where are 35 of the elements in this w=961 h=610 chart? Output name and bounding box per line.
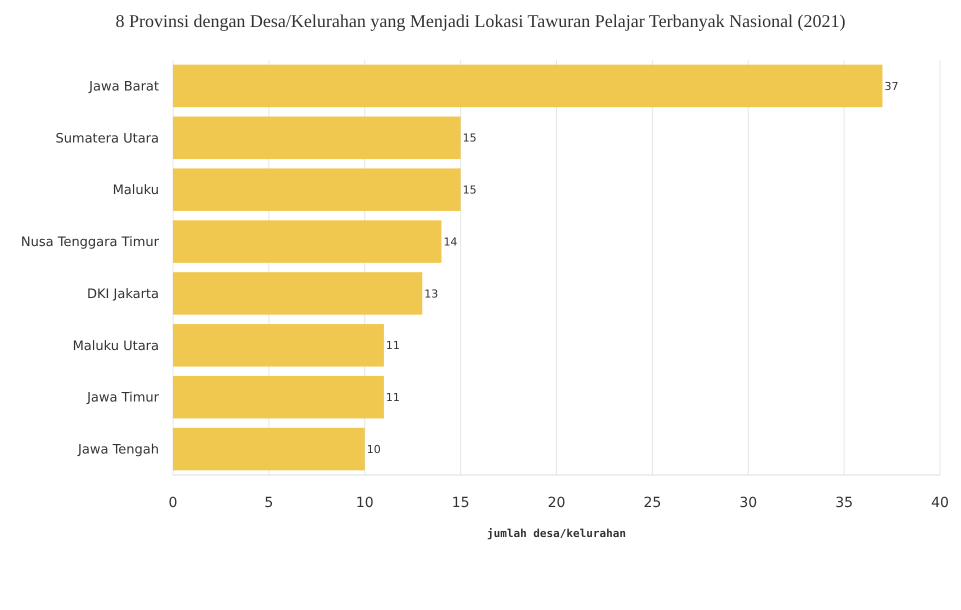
data-label: 15 bbox=[462, 132, 477, 145]
y-tick-label: Jawa Barat bbox=[88, 79, 159, 94]
x-axis-title: jumlah desa/kelurahan bbox=[486, 527, 626, 540]
data-label: 11 bbox=[386, 391, 400, 404]
data-label: 15 bbox=[462, 184, 477, 197]
x-tick-label: 30 bbox=[739, 495, 758, 511]
y-tick-label: Jawa Timur bbox=[86, 390, 160, 406]
data-label: 10 bbox=[366, 442, 381, 456]
data-label: 37 bbox=[884, 80, 898, 93]
y-tick-label: Maluku Utara bbox=[72, 338, 159, 354]
bar bbox=[173, 376, 384, 418]
y-tick-label: Nusa Tenggara Timur bbox=[20, 235, 160, 250]
bar bbox=[173, 324, 384, 367]
bar bbox=[173, 168, 461, 211]
x-tick-label: 5 bbox=[264, 495, 274, 511]
x-tick-label: 25 bbox=[643, 495, 662, 511]
x-tick-label: 35 bbox=[835, 495, 854, 511]
data-label: 13 bbox=[424, 287, 438, 300]
bar bbox=[173, 116, 461, 160]
x-tick-label: 0 bbox=[168, 495, 178, 511]
chart-title: 8 Provinsi dengan Desa/Kelurahan yang Menjadi Lokasi Tawuran Pelajar Terbanyak Nasional (2021) bbox=[115, 11, 846, 31]
y-tick-label: Maluku bbox=[112, 183, 159, 198]
y-tick-label: DKI Jakarta bbox=[87, 286, 159, 302]
x-tick-label: 15 bbox=[452, 495, 470, 511]
x-tick-label: 10 bbox=[356, 495, 374, 511]
bar bbox=[173, 428, 365, 470]
bar bbox=[173, 272, 422, 315]
x-tick-label: 40 bbox=[931, 495, 949, 511]
x-tick-label: 20 bbox=[548, 495, 566, 511]
data-label: 11 bbox=[386, 339, 400, 352]
bar bbox=[173, 220, 442, 263]
y-tick-label: Jawa Tengah bbox=[77, 442, 159, 458]
y-tick-label: Sumatera Utara bbox=[55, 131, 159, 146]
bar bbox=[173, 64, 882, 108]
data-label: 14 bbox=[443, 235, 458, 248]
